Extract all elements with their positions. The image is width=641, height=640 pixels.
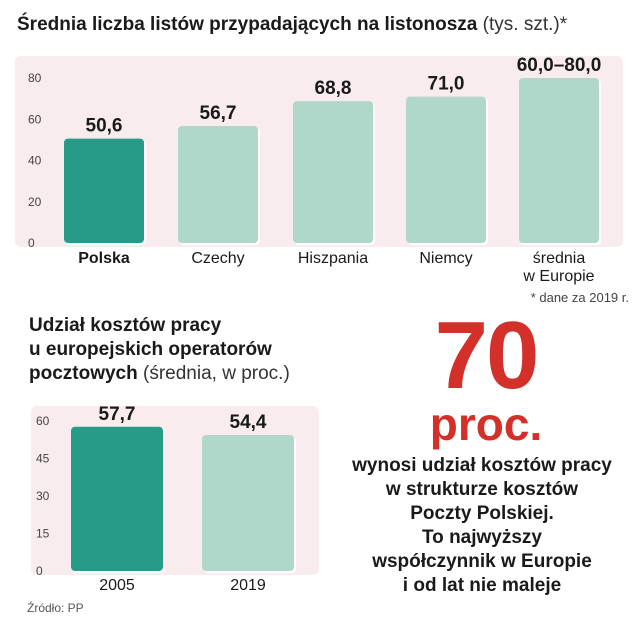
chart1-bar-czechy	[178, 126, 258, 243]
chart1-title-main: Średnia liczba listów przypadających na …	[17, 14, 478, 35]
chart1-value-label-średnia-w-europie: 60,0–80,0	[517, 55, 602, 76]
chart2-bar-2005	[71, 426, 163, 571]
chart2-y-tick-label: 30	[36, 489, 50, 503]
chart1-category-label-średnia-w-europie: w Europie	[522, 268, 594, 285]
chart1-y-tick-label: 40	[28, 154, 42, 168]
chart1-category-label-czechy: Czechy	[191, 250, 244, 267]
chart2-title-unit: (średnia, w proc.)	[143, 363, 290, 384]
chart2-bar-2019	[202, 435, 294, 571]
chart2-y-tick-label: 60	[36, 414, 50, 428]
chart1-bar-niemcy	[406, 96, 486, 243]
chart1-y-tick-label: 20	[28, 195, 42, 209]
chart2-title-line-3: pocztowych	[29, 363, 138, 384]
chart2-title-line-1: Udział kosztów pracy	[29, 315, 222, 336]
chart1-value-label-niemcy: 71,0	[428, 74, 465, 95]
chart2-y-tick-label: 45	[36, 452, 50, 466]
highlight-description-line-6: i od lat nie maleje	[402, 575, 562, 596]
highlight-description: wynosi udział kosztów pracy w strukturze…	[322, 454, 641, 598]
highlight-description-line-2: w strukturze kosztów	[385, 479, 579, 500]
chart1-bar-średnia-w-europie	[519, 78, 599, 243]
chart1-bar-hiszpania	[293, 101, 373, 243]
chart2-category-label-2005: 2005	[99, 577, 135, 594]
chart1-value-label-polska: 50,6	[86, 116, 123, 137]
chart2-y-tick-label: 15	[36, 527, 50, 541]
chart1: 0 20 40 60 80 50,6 Polska 56,7 Czechy 68,8 Hiszpan…	[15, 55, 623, 285]
chart2-value-label-2019: 54,4	[230, 412, 267, 433]
chart2-title: Udział kosztów pracy u europejskich oper…	[29, 314, 290, 386]
chart1-bar-polska	[64, 138, 144, 243]
chart2-y-tick-label: 0	[36, 564, 43, 578]
highlight-description-line-1: wynosi udział kosztów pracy	[352, 455, 612, 476]
chart1-footnote: * dane za 2019 r.	[530, 290, 629, 305]
chart1-y-tick-label: 80	[28, 71, 42, 85]
chart1-title: Średnia liczba listów przypadających na …	[17, 12, 567, 38]
highlight-value: 70	[434, 302, 540, 409]
chart1-value-label-hiszpania: 68,8	[315, 78, 352, 99]
chart1-value-label-czechy: 56,7	[200, 103, 237, 124]
chart1-category-label-niemcy: Niemcy	[419, 250, 472, 267]
highlight-unit: proc.	[429, 398, 543, 450]
highlight-description-line-4: To najwyższy	[421, 527, 542, 548]
chart1-y-tick-label: 0	[28, 236, 35, 250]
chart1-category-label-średnia-w-europie: średnia	[533, 250, 586, 267]
chart1-title-unit: (tys. szt.)*	[482, 14, 568, 35]
chart2-category-label-2019: 2019	[230, 577, 266, 594]
chart2-title-line-2: u europejskich operatorów	[29, 339, 272, 360]
chart1-y-tick-label: 60	[28, 112, 42, 126]
chart2-value-label-2005: 57,7	[99, 404, 136, 425]
chart1-category-label-polska: Polska	[78, 250, 130, 267]
highlight-description-line-5: współczynnik w Europie	[372, 551, 592, 572]
highlight-description-line-3: Poczty Polskiej.	[410, 503, 554, 524]
source-note: Źródło: PP	[27, 601, 84, 615]
chart1-category-label-hiszpania: Hiszpania	[298, 250, 368, 267]
